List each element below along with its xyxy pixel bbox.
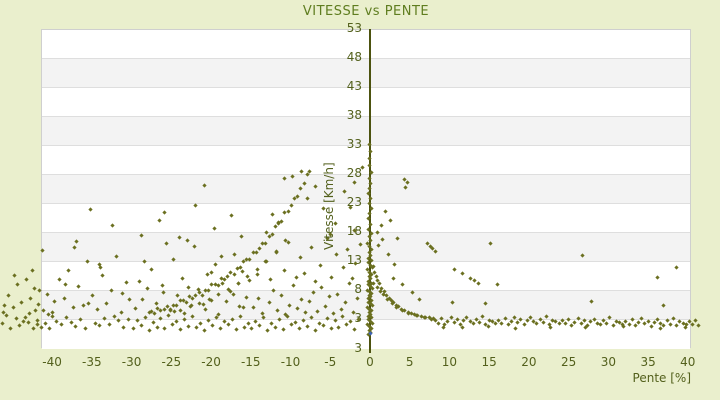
- x-tick-label: 15: [481, 355, 497, 369]
- x-tick-label: -40: [42, 355, 62, 369]
- grid-band: [42, 289, 690, 319]
- x-tick-label: -10: [280, 355, 301, 369]
- data-point: [2, 303, 7, 308]
- x-tick-label: 25: [560, 355, 577, 369]
- x-tick-label: 20: [521, 355, 537, 369]
- x-tick-label: -5: [324, 355, 337, 369]
- data-point: [33, 308, 38, 313]
- data-point: [693, 318, 698, 323]
- x-tick-label: 40: [680, 355, 696, 369]
- grid-band: [42, 57, 690, 87]
- data-point: [3, 313, 9, 318]
- data-point: [30, 268, 35, 273]
- plot-area: [41, 29, 691, 349]
- x-tick-label: -25: [161, 355, 182, 369]
- data-point: [19, 300, 25, 305]
- chart-title: VITESSE vs PENTE: [302, 4, 430, 19]
- x-tick-label: 0: [366, 355, 374, 369]
- data-point: [28, 295, 33, 301]
- x-tick-label: -20: [201, 355, 221, 369]
- x-tick-label: 5: [405, 355, 414, 369]
- data-point: [8, 326, 13, 331]
- grid-band: [42, 144, 690, 174]
- grid-band: [42, 173, 690, 203]
- data-point: [690, 322, 695, 327]
- data-point: [0, 320, 5, 326]
- data-point: [30, 326, 36, 331]
- grid-band: [42, 260, 690, 290]
- data-point: [34, 322, 40, 327]
- grid-band: [42, 318, 690, 349]
- data-point: [12, 273, 17, 278]
- grid-band: [42, 202, 690, 232]
- data-point: [24, 277, 29, 282]
- x-tick-label: 35: [640, 355, 656, 369]
- data-point: [11, 305, 16, 310]
- data-point: [22, 315, 28, 320]
- y-axis-title: Vitesse [Km/h]: [322, 162, 336, 250]
- x-tick-label: -15: [240, 355, 261, 369]
- data-point: [26, 311, 32, 316]
- x-tick-label: -30: [121, 355, 142, 369]
- x-tick-label: -35: [82, 355, 102, 369]
- data-point: [15, 282, 21, 287]
- x-tick-label: 10: [441, 355, 458, 369]
- data-point: [6, 293, 11, 298]
- x-tick-label: 30: [600, 355, 616, 369]
- data-point: [696, 323, 702, 329]
- grid-band: [42, 231, 690, 261]
- grid-band: [42, 30, 690, 58]
- data-point: [14, 316, 19, 321]
- x-axis-title: Pente [%]: [632, 371, 691, 385]
- data-point: [32, 286, 37, 291]
- data-point: [1, 310, 6, 315]
- data-point: [35, 318, 40, 323]
- grid-band: [42, 86, 690, 116]
- data-point: [21, 319, 26, 324]
- data-point: [26, 320, 31, 325]
- grid-band: [42, 115, 690, 145]
- data-point: [17, 323, 22, 329]
